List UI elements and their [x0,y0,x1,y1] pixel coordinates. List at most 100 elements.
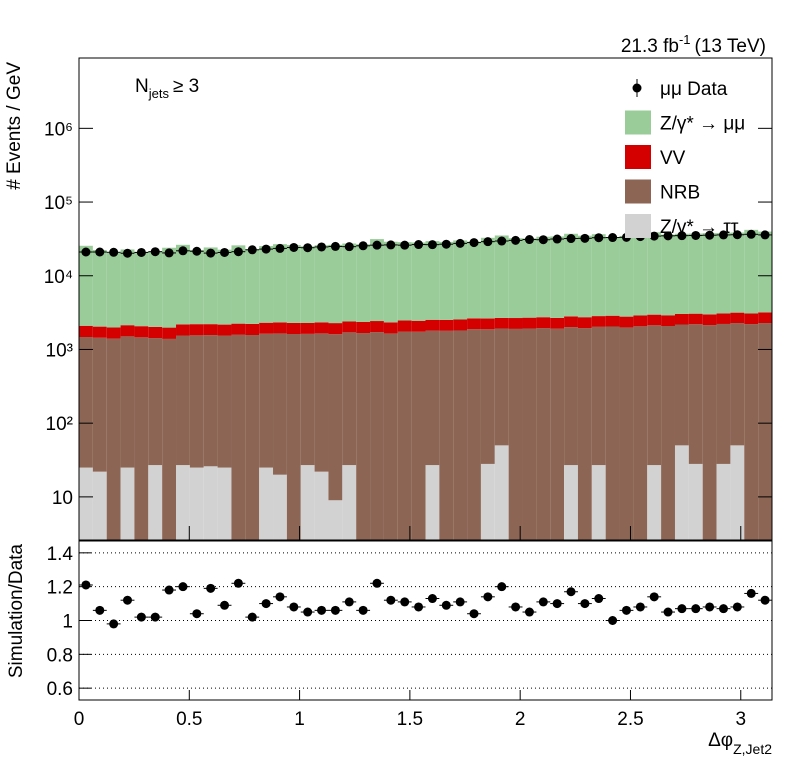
stack-bar [286,322,301,335]
data-point [414,240,424,250]
ratio-point [718,604,728,614]
lumi-sup: -1 [679,32,691,47]
data-point [649,231,659,241]
stack-bar [79,337,93,468]
stack-bar [231,334,246,540]
ratio-point [95,605,105,615]
stack-bar [148,338,163,466]
lumi-text: 21.3 fb [621,36,679,57]
y-tick-label: 10⁴ [44,267,73,288]
stack-bar [134,326,149,338]
data-point [580,233,590,243]
data-point [760,230,770,240]
stack-bar [425,465,440,540]
data-point [95,247,105,257]
ratio-point [400,597,410,607]
ratio-plot-area [79,552,772,689]
ratio-point [192,609,202,619]
stack-bar [162,338,177,540]
stack-bar [661,326,675,540]
stack-bar [453,319,468,331]
stack-bar [536,317,551,329]
stack-bar [314,333,329,472]
stack-bar [106,252,121,328]
stack-bar [758,312,772,324]
stack-bar [176,465,190,540]
stack-bar [342,243,357,322]
stack-bar [162,247,177,328]
legend-swatch [625,214,651,238]
ratio-point [261,599,271,609]
legend-label: VV [660,148,686,169]
stack-bar [383,322,398,334]
ratio-point [635,602,645,612]
stack-bar [79,467,93,540]
x-title-sub: Z,Jet2 [733,741,772,757]
stack-bar [425,241,440,320]
ratio-point [123,595,133,605]
stack-bar [702,233,717,315]
stack-bar [467,318,481,330]
stack-bar [647,325,662,466]
data-point [566,234,576,244]
stack-bar [591,234,606,317]
stack-bar [134,337,149,540]
stack-bar [716,313,731,324]
stack-bar [189,467,204,540]
stack-bar [480,463,495,540]
stack-bar [314,471,329,540]
ratio-point [427,594,437,604]
stack-bar [397,331,412,540]
stack-bar [397,242,412,321]
x-tick-label: 3 [735,709,746,730]
stack-bar [217,467,232,540]
stack-bar [231,245,246,324]
y-tick-label: 10⁶ [44,119,73,140]
stack-bar [286,245,301,323]
stack-bar [148,251,163,327]
stack-bar [508,318,523,329]
stack-bar [480,329,495,464]
ratio-point [206,583,216,593]
x-axis-title: ΔφZ,Jet2 [708,730,772,757]
stack-bar [370,239,384,322]
stack-bar [744,324,759,540]
data-point [233,247,243,257]
stack-bar [536,328,551,540]
ratio-point [594,594,604,604]
ratio-point [455,597,465,607]
data-point [441,239,451,249]
stack-bar [716,323,731,464]
stack-bar [577,317,592,329]
stack-bar [674,445,689,540]
data-point [372,240,382,250]
stack-bar [356,244,371,322]
ratio-point [524,607,534,617]
stack-bar [522,317,537,329]
data-point [150,247,160,257]
stack-bar [467,329,481,540]
stack-bar [342,332,357,466]
ratio-point [677,604,687,614]
stack-bar [189,335,204,468]
stack-bar [245,335,260,540]
stack-bar [494,328,509,446]
stack-bar [439,330,454,540]
data-point [705,230,715,240]
ratio-point [233,578,243,588]
data-point [330,241,340,251]
stack-bar [674,313,689,325]
ratio-point [136,612,146,622]
ratio-point [691,604,701,614]
stack-bar [92,337,107,472]
stack-bar [300,465,315,540]
stack-bar [730,445,745,540]
stack-bar [273,333,287,475]
stack-bar [79,245,93,326]
ratio-point [566,587,576,597]
ratio-y-tick-label: 1.2 [47,578,73,599]
data-point [732,230,742,240]
annotation: Njets ≥ 3 [135,76,199,101]
annotation-suffix: ≥ 3 [173,76,199,97]
data-point [524,235,534,245]
